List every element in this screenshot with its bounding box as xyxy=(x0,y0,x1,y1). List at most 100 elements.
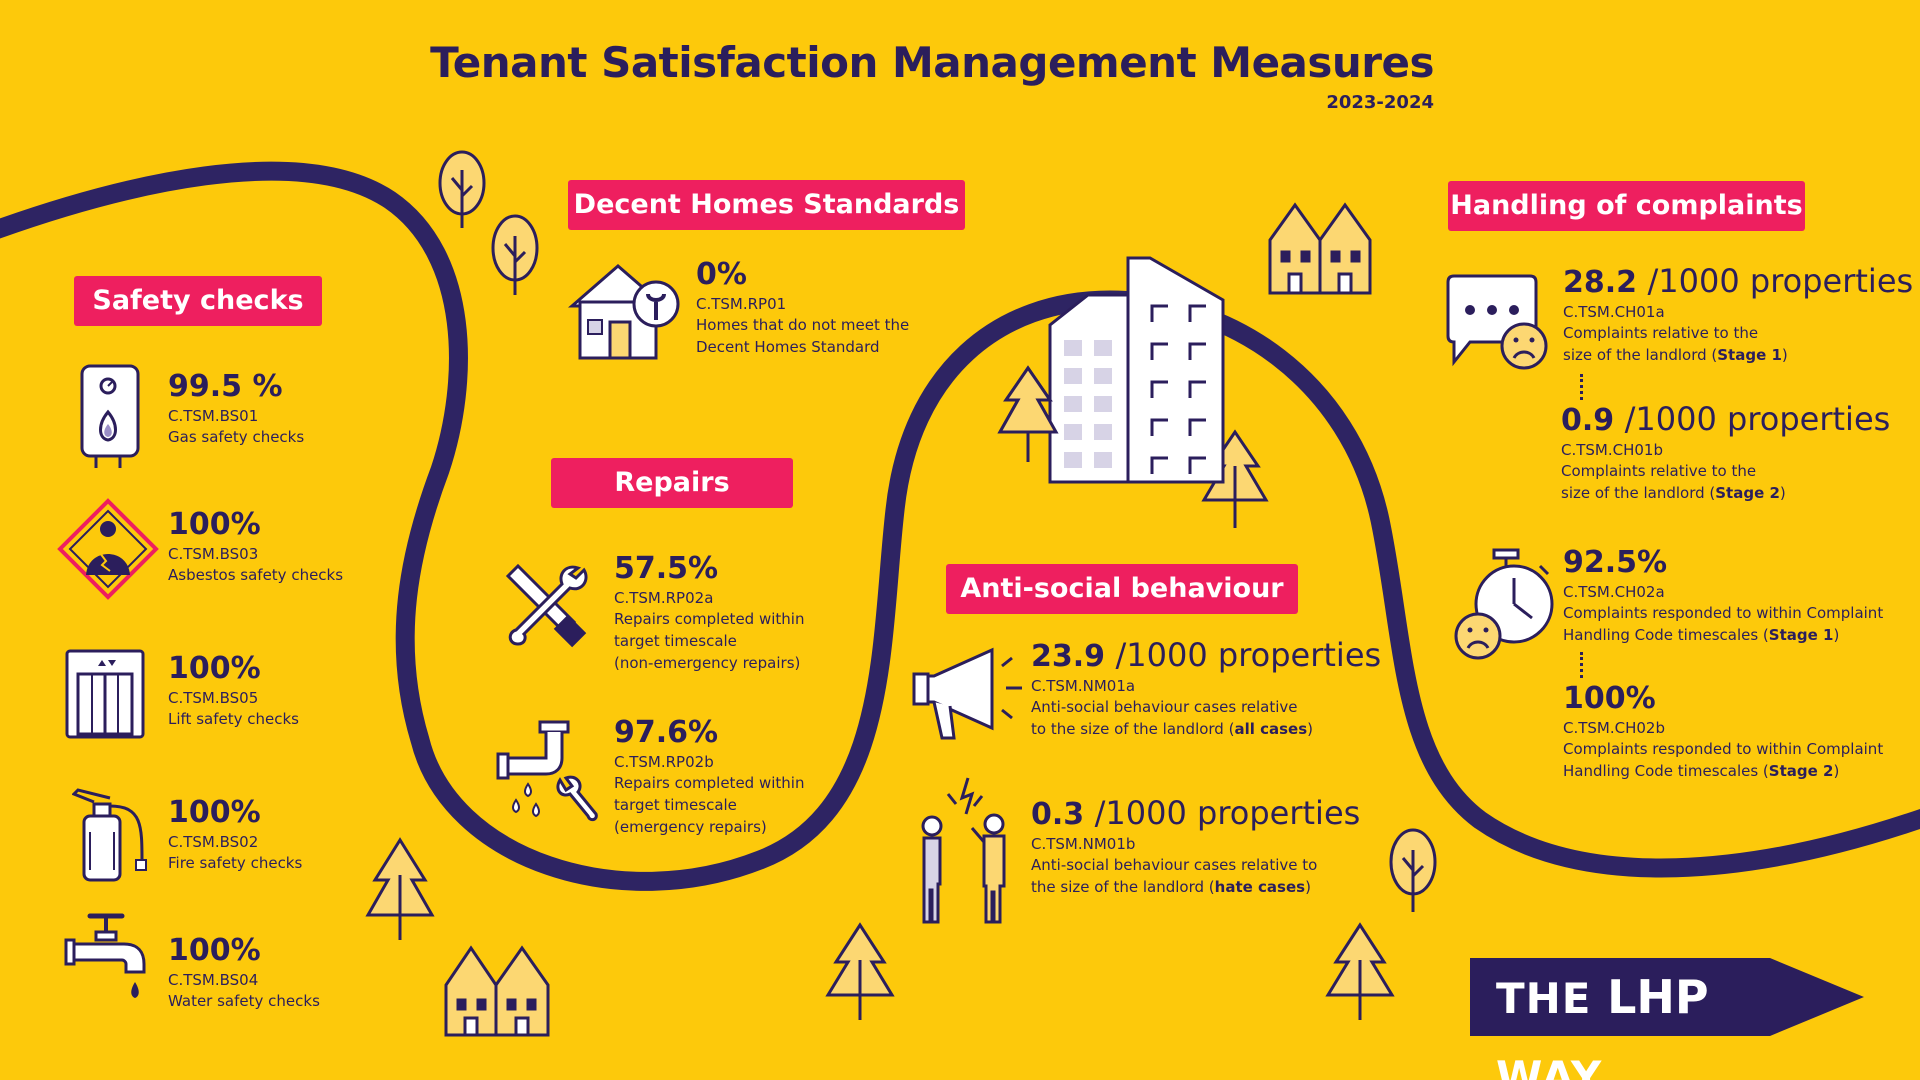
complaints-stage2-desc-1: Complaints relative to the xyxy=(1561,462,1757,480)
handling-complaints-badge: Handling of complaints xyxy=(1448,181,1805,231)
dotted-connector xyxy=(1580,652,1587,678)
asb-item-all: 23.9 /1000 properties C.TSM.NM01a Anti-s… xyxy=(1031,638,1381,740)
repairs-nonemergency-desc-1: Repairs completed within xyxy=(614,610,805,628)
complaints-response-stage2-code: C.TSM.CH02b xyxy=(1563,719,1665,737)
repairs-emergency-desc-3: (emergency repairs) xyxy=(614,818,767,836)
the-lhp-way-logo: THE LHP WAY xyxy=(1470,958,1770,1080)
fire-safety-code: C.TSM.BS02 xyxy=(168,833,259,851)
anti-social-behaviour-badge: Anti-social behaviour xyxy=(946,564,1298,614)
repairs-nonemergency-desc-2: target timescale xyxy=(614,632,737,650)
complaints-item-response-stage1: 92.5% C.TSM.CH02a Complaints responded t… xyxy=(1563,546,1883,646)
houses-icon xyxy=(1268,202,1372,295)
complaints-stage2-value: 0.9 xyxy=(1561,403,1615,438)
safety-item-asbestos: 100% C.TSM.BS03 Asbestos safety checks xyxy=(168,508,343,586)
round-tree-icon xyxy=(1389,828,1437,912)
asb-hate-value: 0.3 xyxy=(1031,797,1085,832)
house-repair-icon xyxy=(567,264,680,360)
water-safety-value: 100% xyxy=(168,933,261,968)
complaints-stage1-desc-2: size of the landlord (Stage 1) xyxy=(1563,346,1788,364)
decent-homes-badge: Decent Homes Standards xyxy=(568,180,965,230)
asbestos-warning-icon xyxy=(57,498,159,600)
page-title: Tenant Satisfaction Management Measures xyxy=(430,38,1434,87)
asb-all-code: C.TSM.NM01a xyxy=(1031,677,1136,695)
asb-all-value: 23.9 xyxy=(1031,639,1106,674)
complaints-response-stage1-code: C.TSM.CH02a xyxy=(1563,583,1665,601)
logo-arrow-shape xyxy=(1770,958,1864,1036)
dotted-connector xyxy=(1580,374,1587,400)
fire-safety-value: 100% xyxy=(168,795,261,830)
asbestos-safety-code: C.TSM.BS03 xyxy=(168,545,259,563)
tower-blocks-icon xyxy=(1048,256,1225,484)
asb-hate-desc-1: Anti-social behaviour cases relative to xyxy=(1031,856,1318,874)
water-safety-desc: Water safety checks xyxy=(168,992,320,1010)
complaints-stage2-unit: /1000 properties xyxy=(1624,400,1891,438)
repairs-emergency-value: 97.6% xyxy=(614,715,719,750)
asb-hate-code: C.TSM.NM01b xyxy=(1031,835,1136,853)
asb-all-desc-2: to the size of the landlord (all cases) xyxy=(1031,720,1313,738)
complaints-response-stage1-desc-2: Handling Code timescales (Stage 1) xyxy=(1563,626,1840,644)
complaints-stage1-code: C.TSM.CH01a xyxy=(1563,303,1665,321)
decent-homes-desc-2: Decent Homes Standard xyxy=(696,338,880,356)
asbestos-safety-desc: Asbestos safety checks xyxy=(168,566,344,584)
asb-hate-unit: /1000 properties xyxy=(1094,794,1361,832)
asb-all-unit: /1000 properties xyxy=(1115,636,1382,674)
complaints-response-stage2-value: 100% xyxy=(1563,681,1656,716)
asb-item-hate: 0.3 /1000 properties C.TSM.NM01b Anti-so… xyxy=(1031,796,1360,898)
complaints-stage2-code: C.TSM.CH01b xyxy=(1561,441,1663,459)
pine-tree-icon xyxy=(997,365,1059,434)
repairs-emergency-code: C.TSM.RP02b xyxy=(614,753,714,771)
decent-homes-item: 0% C.TSM.RP01 Homes that do not meet the… xyxy=(696,258,909,358)
complaints-response-stage1-desc-1: Complaints responded to within Complaint xyxy=(1563,604,1884,622)
complaints-item-response-stage2: 100% C.TSM.CH02b Complaints responded to… xyxy=(1563,682,1883,782)
asb-all-desc-1: Anti-social behaviour cases relative xyxy=(1031,698,1298,716)
safety-item-fire: 100% C.TSM.BS02 Fire safety checks xyxy=(168,796,302,874)
safety-item-lift: 100% C.TSM.BS05 Lift safety checks xyxy=(168,652,299,730)
pine-tree-icon xyxy=(1325,922,1395,1020)
decent-homes-value: 0% xyxy=(696,257,747,292)
boiler-icon xyxy=(80,364,140,468)
complaints-stage2-desc-2: size of the landlord (Stage 2) xyxy=(1561,484,1786,502)
speech-bubble-sad-icon xyxy=(1446,274,1548,370)
complaints-response-stage2-desc-2: Handling Code timescales (Stage 2) xyxy=(1563,762,1840,780)
houses-icon xyxy=(444,945,550,1037)
fire-extinguisher-icon xyxy=(72,788,147,882)
complaints-item-stage1: 28.2 /1000 properties C.TSM.CH01a Compla… xyxy=(1563,264,1913,366)
decent-homes-code: C.TSM.RP01 xyxy=(696,295,787,313)
tools-icon xyxy=(505,563,588,648)
safety-item-gas: 99.5 % C.TSM.BS01 Gas safety checks xyxy=(168,370,304,448)
complaints-item-stage2: 0.9 /1000 properties C.TSM.CH01b Complai… xyxy=(1561,402,1890,504)
water-safety-code: C.TSM.BS04 xyxy=(168,971,259,989)
repairs-emergency-desc-1: Repairs completed within xyxy=(614,774,805,792)
lift-icon xyxy=(65,649,145,739)
argument-people-icon xyxy=(921,777,1006,924)
water-tap-icon xyxy=(64,913,146,998)
complaints-stage1-unit: /1000 properties xyxy=(1647,262,1914,300)
safety-item-water: 100% C.TSM.BS04 Water safety checks xyxy=(168,934,320,1012)
decent-homes-desc-1: Homes that do not meet the xyxy=(696,316,910,334)
repairs-nonemergency-value: 57.5% xyxy=(614,551,719,586)
asbestos-safety-value: 100% xyxy=(168,507,261,542)
page-subtitle-year: 2023-2024 xyxy=(1326,92,1434,113)
stopwatch-sad-icon xyxy=(1454,548,1554,660)
lift-safety-desc: Lift safety checks xyxy=(168,710,299,728)
round-tree-icon xyxy=(491,214,539,295)
safety-checks-badge: Safety checks xyxy=(74,276,322,326)
gas-safety-desc: Gas safety checks xyxy=(168,428,305,446)
repairs-item-nonemergency: 57.5% C.TSM.RP02a Repairs completed with… xyxy=(614,552,804,674)
leaking-pipe-icon xyxy=(496,720,598,822)
asb-hate-desc-2: the size of the landlord (hate cases) xyxy=(1031,878,1311,896)
pine-tree-icon xyxy=(825,922,895,1020)
repairs-nonemergency-code: C.TSM.RP02a xyxy=(614,589,714,607)
repairs-item-emergency: 97.6% C.TSM.RP02b Repairs completed with… xyxy=(614,716,804,838)
complaints-response-stage1-value: 92.5% xyxy=(1563,545,1668,580)
lift-safety-code: C.TSM.BS05 xyxy=(168,689,259,707)
complaints-stage1-desc-1: Complaints relative to the xyxy=(1563,324,1759,342)
lift-safety-value: 100% xyxy=(168,651,261,686)
fire-safety-desc: Fire safety checks xyxy=(168,854,303,872)
gas-safety-code: C.TSM.BS01 xyxy=(168,407,259,425)
repairs-nonemergency-desc-3: (non-emergency repairs) xyxy=(614,654,801,672)
complaints-stage1-value: 28.2 xyxy=(1563,265,1638,300)
